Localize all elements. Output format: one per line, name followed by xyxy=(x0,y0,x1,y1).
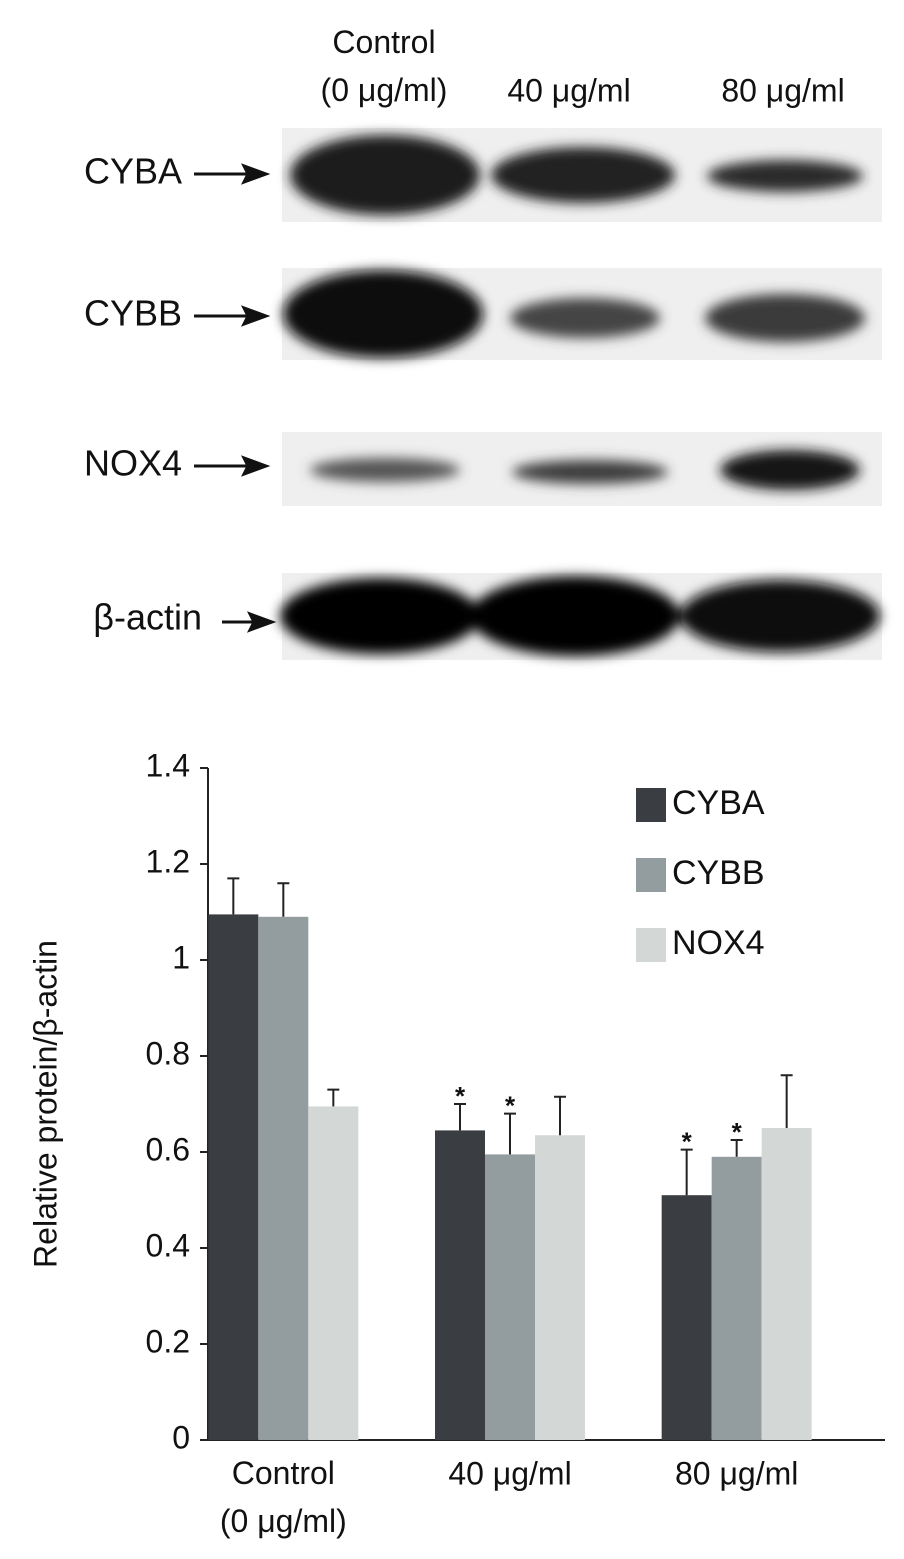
legend-swatch xyxy=(636,858,666,892)
row-label: CYBB xyxy=(84,293,182,334)
significance-marker: * xyxy=(505,1090,516,1120)
blot-bands xyxy=(280,135,880,656)
lane-label: 40 μg/ml xyxy=(507,72,630,108)
error-bar xyxy=(227,877,240,915)
y-tick-label: 1.2 xyxy=(146,843,190,879)
y-tick-label: 0.6 xyxy=(146,1131,190,1167)
x-tick-label: 80 μg/ml xyxy=(675,1455,798,1491)
bar xyxy=(435,1130,485,1440)
bar xyxy=(711,1156,762,1440)
y-tick-label: 0 xyxy=(172,1419,190,1455)
y-tick-label: 0.4 xyxy=(146,1227,190,1263)
error-bar xyxy=(680,1148,693,1196)
error-bar xyxy=(504,1112,516,1155)
lane-label: Control (0 μg/ml) xyxy=(321,24,448,108)
significance-marker: * xyxy=(455,1081,466,1111)
legend-label: NOX4 xyxy=(672,924,765,962)
significance-marker: * xyxy=(682,1126,693,1156)
y-tick-label: 1 xyxy=(172,939,190,975)
y-tick-label: 1.4 xyxy=(146,747,190,783)
error-bar xyxy=(730,1139,743,1157)
bar xyxy=(208,914,259,1440)
error-bar xyxy=(277,882,290,917)
bar xyxy=(535,1135,585,1440)
x-tick-label: 40 μg/ml xyxy=(448,1455,571,1491)
bar xyxy=(761,1128,812,1440)
western-blot xyxy=(194,128,882,660)
row-label: CYBA xyxy=(84,151,182,192)
bar xyxy=(661,1195,712,1440)
y-tick-label: 0.8 xyxy=(146,1035,190,1071)
legend-swatch xyxy=(636,788,666,822)
y-axis-label: Relative protein/β-actin xyxy=(27,940,63,1268)
legend-label: CYBB xyxy=(672,854,765,892)
row-label: β-actin xyxy=(93,597,202,638)
legend-swatch xyxy=(636,928,666,962)
bar xyxy=(258,916,309,1440)
error-bar xyxy=(780,1074,793,1128)
legend-label: CYBA xyxy=(672,784,765,822)
lane-label: 80 μg/ml xyxy=(721,72,844,108)
bar xyxy=(308,1106,359,1440)
arrows xyxy=(194,163,277,633)
x-tick-label: Control (0 μg/ml) xyxy=(220,1455,347,1539)
row-label: NOX4 xyxy=(84,443,182,484)
error-bar xyxy=(554,1095,566,1136)
y-tick-label: 0.2 xyxy=(146,1323,190,1359)
bar xyxy=(485,1154,535,1440)
error-bar xyxy=(454,1103,466,1131)
error-bar xyxy=(327,1088,340,1107)
significance-marker: * xyxy=(732,1117,743,1147)
